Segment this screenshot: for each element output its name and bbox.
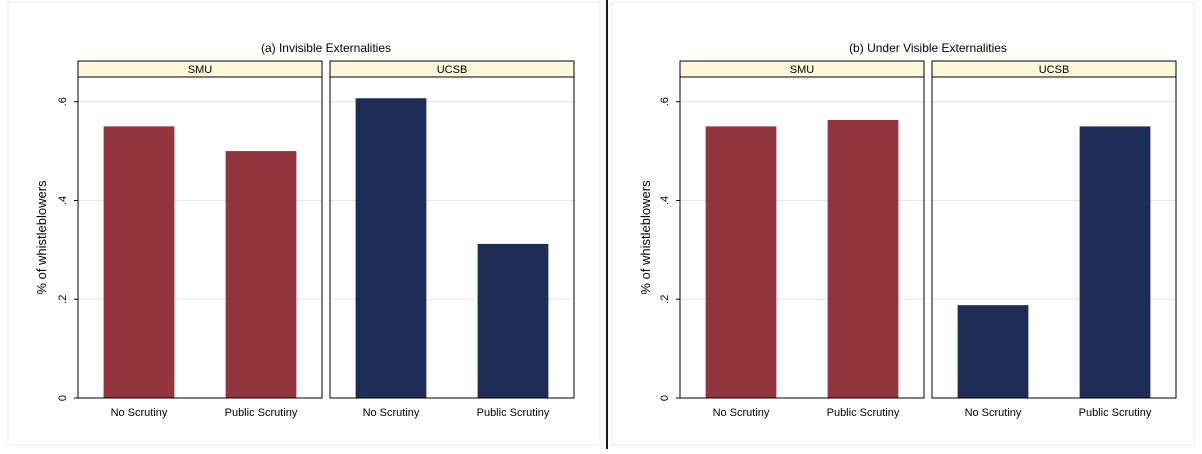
chart-title: (b) Under Visible Externalities	[849, 41, 1007, 55]
bar-smu-no-scrutiny	[103, 126, 175, 398]
x-category-label: Public Scrutiny	[477, 407, 550, 419]
x-category-label: No Scrutiny	[713, 407, 770, 419]
y-axis-label: % of whistleblowers	[34, 180, 49, 295]
y-tick-label: 0	[659, 395, 671, 401]
panel-frame-1	[7, 1, 601, 446]
bar-smu-no-scrutiny	[705, 126, 777, 398]
x-category-label: Public Scrutiny	[827, 407, 900, 419]
facet-strip-label: UCSB	[437, 64, 468, 76]
chart-panel-1: (a) Invisible Externalities % of whistleb…	[34, 41, 575, 419]
facet-ucsb: UCSB No Scrutiny Public Scrutiny	[329, 60, 575, 419]
facet-strip-label: SMU	[188, 64, 213, 76]
x-category-label: No Scrutiny	[965, 407, 1022, 419]
facet-plot-frame	[931, 76, 1177, 399]
bar-ucsb-no-scrutiny	[957, 305, 1029, 398]
facet-strip-label: UCSB	[1039, 64, 1070, 76]
x-category-label: Public Scrutiny	[1079, 407, 1152, 419]
bar-ucsb-public-scrutiny	[1079, 126, 1151, 398]
y-tick-label: .4	[57, 196, 69, 205]
y-tick-label: .2	[57, 295, 69, 304]
panel-frame-2	[611, 1, 1195, 446]
facet-strip-label: SMU	[790, 64, 815, 76]
x-category-label: No Scrutiny	[363, 407, 420, 419]
facet-smu: SMU No Scrutiny Public Scrutiny	[679, 60, 925, 419]
facet-plot-frame	[679, 76, 925, 399]
bar-smu-public-scrutiny	[827, 119, 899, 399]
bar-ucsb-no-scrutiny	[355, 98, 427, 398]
y-tick-label: 0	[57, 395, 69, 401]
y-axis-label: % of whistleblowers	[638, 180, 653, 295]
bar-smu-public-scrutiny	[225, 151, 297, 398]
facet-smu: SMU No Scrutiny Public Scrutiny	[77, 60, 323, 419]
x-category-label: Public Scrutiny	[225, 407, 298, 419]
facet-plot-frame	[329, 76, 575, 399]
chart-title: (a) Invisible Externalities	[261, 41, 391, 55]
facet-plot-frame	[77, 76, 323, 399]
chart-panel-2: (b) Under Visible Externalities % of whis…	[638, 41, 1177, 419]
x-category-label: No Scrutiny	[111, 407, 168, 419]
y-tick-label: .6	[659, 97, 671, 106]
bar-ucsb-public-scrutiny	[477, 243, 549, 398]
y-tick-label: .2	[659, 295, 671, 304]
facet-ucsb: UCSB No Scrutiny Public Scrutiny	[931, 60, 1177, 419]
y-tick-label: .4	[659, 196, 671, 205]
y-tick-label: .6	[57, 97, 69, 106]
